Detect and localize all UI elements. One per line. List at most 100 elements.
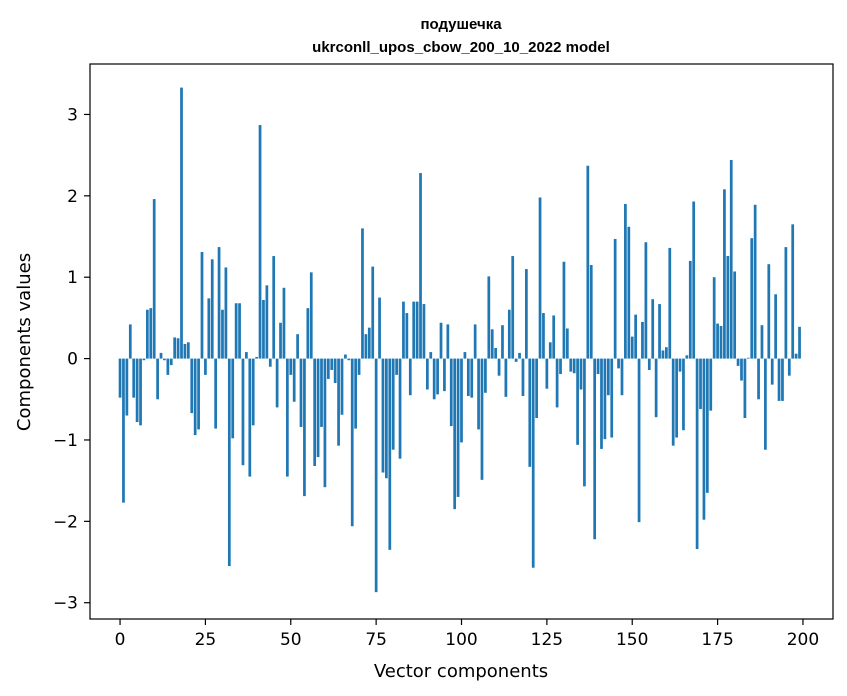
y-axis-label: Components values xyxy=(14,253,35,431)
bar xyxy=(743,358,747,418)
bar xyxy=(361,228,364,359)
bar xyxy=(613,238,617,359)
bar xyxy=(197,358,200,430)
x-axis-label: Vector components xyxy=(374,661,548,682)
bar xyxy=(671,358,675,446)
bar xyxy=(419,173,422,359)
bar xyxy=(501,325,504,359)
y-tick-label: 0 xyxy=(67,350,78,370)
bar xyxy=(272,256,276,359)
bar xyxy=(217,247,221,359)
bar xyxy=(784,247,788,359)
bar xyxy=(746,357,750,359)
bar xyxy=(572,358,576,374)
bar xyxy=(716,323,719,359)
x-tick-label: 0 xyxy=(115,630,126,650)
bar xyxy=(627,226,631,359)
bar xyxy=(518,352,521,359)
bar xyxy=(620,358,624,396)
bar xyxy=(385,358,388,479)
bar xyxy=(347,358,351,361)
bar xyxy=(504,358,508,397)
bar xyxy=(183,343,187,359)
bar xyxy=(176,338,180,359)
y-tick-label: −2 xyxy=(53,512,78,532)
bar xyxy=(787,358,791,376)
bar xyxy=(142,358,146,361)
bar xyxy=(538,197,542,359)
bar xyxy=(159,352,163,359)
bar xyxy=(238,303,241,359)
y-tick-label: 2 xyxy=(67,187,78,207)
bar xyxy=(610,358,614,438)
bar xyxy=(709,358,713,411)
bar xyxy=(726,256,730,359)
bar xyxy=(128,324,132,359)
bar xyxy=(193,358,197,436)
x-tick-label: 25 xyxy=(195,630,217,650)
bar xyxy=(221,309,224,359)
bar xyxy=(262,300,265,359)
bar xyxy=(661,350,665,359)
bar xyxy=(344,354,347,359)
bar xyxy=(152,199,156,359)
bar xyxy=(415,301,419,359)
bar xyxy=(132,358,136,398)
x-tick-label: 100 xyxy=(445,630,477,650)
bar xyxy=(637,358,641,523)
bar xyxy=(186,342,190,359)
bar xyxy=(446,324,450,359)
bar xyxy=(258,125,262,359)
bar xyxy=(555,358,559,408)
bar xyxy=(480,358,484,480)
bar xyxy=(753,204,757,359)
x-tick-label: 150 xyxy=(616,630,648,650)
chart-title: подушечка xyxy=(420,16,502,33)
bar xyxy=(576,358,579,445)
bar xyxy=(412,301,416,359)
bar xyxy=(600,358,603,449)
bar xyxy=(422,304,426,359)
bar xyxy=(750,238,754,359)
bar xyxy=(388,358,392,550)
bar xyxy=(682,358,685,431)
bar xyxy=(149,308,153,359)
x-tick-label: 50 xyxy=(280,630,302,650)
bar xyxy=(303,358,306,497)
bar xyxy=(586,165,590,359)
bar xyxy=(292,358,296,402)
chart-subtitle: ukrconll_upos_cbow_200_10_2022 model xyxy=(312,39,610,56)
x-tick-label: 125 xyxy=(531,630,563,650)
bar xyxy=(125,358,129,416)
bar xyxy=(207,298,211,359)
bar xyxy=(173,337,177,359)
y-tick-label: 3 xyxy=(67,105,78,125)
bar xyxy=(596,358,600,375)
bar xyxy=(736,358,740,366)
bar xyxy=(665,347,668,359)
bar xyxy=(545,358,549,389)
bar xyxy=(473,324,477,359)
bar xyxy=(494,348,498,359)
bar xyxy=(514,358,518,362)
bar xyxy=(729,160,733,359)
bar xyxy=(122,358,125,503)
bar xyxy=(470,358,474,398)
bar xyxy=(135,358,139,423)
bar xyxy=(289,358,293,375)
bar xyxy=(531,358,535,568)
bar xyxy=(794,353,798,359)
bar xyxy=(163,358,166,361)
bar xyxy=(381,358,385,473)
bar xyxy=(357,358,361,375)
bar xyxy=(405,313,409,359)
bar xyxy=(770,358,774,385)
bar xyxy=(371,266,375,359)
bar xyxy=(477,358,480,430)
bar xyxy=(227,358,231,567)
y-axis-ticks: −3 −2 −1 0 1 2 3 xyxy=(53,105,90,614)
bar xyxy=(791,224,795,359)
bar xyxy=(617,358,620,369)
bar xyxy=(265,285,269,359)
